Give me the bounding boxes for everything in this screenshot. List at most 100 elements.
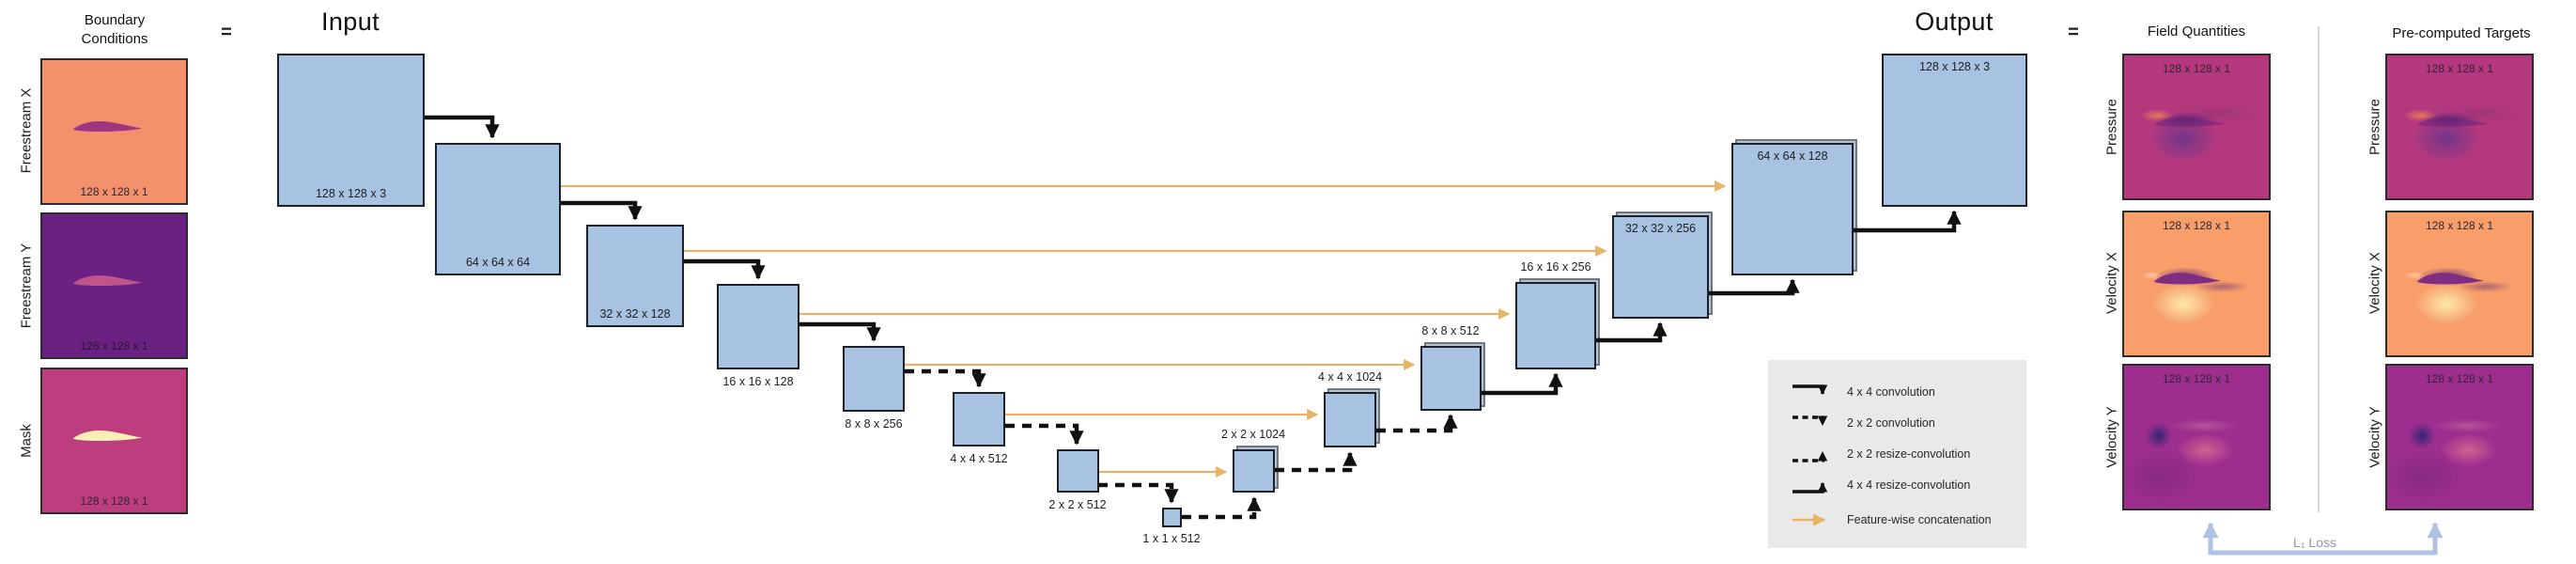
resize-arrow-1-2 xyxy=(1182,496,1262,520)
freestream-x-size: 128 x 128 x 1 xyxy=(80,185,148,198)
pressure-field-size: 128 x 128 x 1 xyxy=(2162,62,2231,75)
velocity-x-field-size: 128 x 128 x 1 xyxy=(2162,219,2231,232)
resize-arrow-2-4 xyxy=(1275,451,1358,473)
unet-box-dec-32: 32 x 32 x 256 xyxy=(1612,215,1709,319)
unet-box-dec-16 xyxy=(1515,282,1596,369)
airfoil-shape xyxy=(2153,273,2221,285)
mask-image: 128 x 128 x 1 xyxy=(40,368,188,514)
conv-arrow-16-8 xyxy=(799,321,881,342)
legend-item-2x2-convolution: 2 x 2 convolution xyxy=(1787,407,2026,438)
orange-arrow-icon xyxy=(1792,512,1826,526)
unet-box-label: 32 x 32 x 256 xyxy=(1624,222,1697,235)
airfoil-shape xyxy=(2418,117,2489,128)
equals-right: = xyxy=(2068,22,2079,43)
boundary-title-line2: Conditions xyxy=(81,31,148,47)
legend-item-4x4-convolution: 4 x 4 convolution xyxy=(1787,376,2026,407)
pressure-target-image: 128 x 128 x 1 xyxy=(2385,54,2534,200)
unet-box-enc-4 xyxy=(953,392,1005,446)
unet-box-label: 64 x 64 x 128 xyxy=(1757,149,1828,163)
row-label-velocity-y-target: Velocity Y xyxy=(2367,406,2383,468)
resize-arrow-64-output xyxy=(1854,210,1962,233)
airfoil-shape xyxy=(2155,117,2226,128)
unet-box-dec-4 xyxy=(1324,392,1376,447)
freestream-y-size: 128 x 128 x 1 xyxy=(80,339,148,352)
dashed-up-arrow-icon xyxy=(1792,450,1828,462)
pressure-field-image: 128 x 128 x 1 xyxy=(2122,54,2271,200)
row-label-velocity-x: Velocity X xyxy=(2103,252,2120,314)
unet-box-input: 128 x 128 x 3 xyxy=(277,54,425,207)
velocity-y-target-size: 128 x 128 x 1 xyxy=(2425,372,2494,385)
unet-box-enc-32: 32 x 32 x 128 xyxy=(586,225,684,327)
conv-arrow-64-32 xyxy=(561,200,643,221)
row-label-velocity-y: Velocity Y xyxy=(2103,406,2120,468)
airfoil-shape xyxy=(72,121,143,133)
solid-down-arrow-icon xyxy=(1792,384,1828,395)
airfoil-shape xyxy=(72,431,143,442)
unet-box-label: 16 x 16 x 128 xyxy=(722,375,794,388)
unet-box-label: 4 x 4 x 512 xyxy=(950,452,1008,465)
unet-box-enc-8 xyxy=(843,346,905,412)
unet-box-label: 128 x 128 x 3 xyxy=(1918,60,1991,73)
velocity-x-target-image: 128 x 128 x 1 xyxy=(2385,211,2534,357)
conv-arrow-2-1 xyxy=(1098,482,1179,504)
row-label-freestream-y: Freestream Y xyxy=(18,243,35,329)
unet-box-label: 128 x 128 x 3 xyxy=(315,187,387,200)
row-label-pressure: Pressure xyxy=(2103,98,2120,156)
unet-box-enc-16 xyxy=(717,284,799,369)
solid-up-arrow-icon xyxy=(1792,481,1828,494)
velocity-x-target-size: 128 x 128 x 1 xyxy=(2425,219,2494,232)
freestream-y-image: 128 x 128 x 1 xyxy=(40,212,188,359)
legend-label: 2 x 2 resize-convolution xyxy=(1847,446,1971,461)
legend-label: 2 x 2 convolution xyxy=(1847,415,1935,430)
resize-arrow-32-64 xyxy=(1709,278,1800,296)
unet-box-label: 64 x 64 x 64 xyxy=(465,256,531,269)
legend-item-4x4-resize-convolution: 4 x 4 resize-convolution xyxy=(1787,469,2026,500)
conv-arrow-8-4 xyxy=(905,368,986,388)
boundary-title-line1: Boundary xyxy=(84,12,146,28)
unet-box-dec-64: 64 x 64 x 128 xyxy=(1731,143,1854,275)
unet-box-enc-64: 64 x 64 x 64 xyxy=(435,143,561,275)
boundary-conditions-title: Boundary Conditions xyxy=(82,11,148,49)
unet-box-label: 1 x 1 x 512 xyxy=(1142,532,1201,545)
conv-arrow-input-64 xyxy=(425,115,500,139)
conv-2x2-arrows xyxy=(905,368,1179,504)
field-quantities-title: Field Quantities xyxy=(2147,24,2246,39)
resize-arrow-16-32 xyxy=(1596,321,1668,343)
row-label-velocity-x-target: Velocity X xyxy=(2367,252,2383,314)
legend-label: 4 x 4 resize-convolution xyxy=(1847,478,1971,492)
legend-item-feature-concatenation: Feature-wise concatenation xyxy=(1787,504,2026,535)
airfoil-shape xyxy=(72,275,143,287)
unet-box-label: 8 x 8 x 512 xyxy=(1421,324,1480,337)
unet-box-label: 4 x 4 x 1024 xyxy=(1317,370,1383,384)
conv-arrow-32-16 xyxy=(684,258,766,280)
mask-size: 128 x 128 x 1 xyxy=(80,494,148,508)
velocity-y-field-image: 128 x 128 x 1 xyxy=(2122,364,2271,510)
legend-label: 4 x 4 convolution xyxy=(1847,384,1935,399)
legend: 4 x 4 convolution 2 x 2 convolution 2 x … xyxy=(1768,360,2026,548)
freestream-x-image: 128 x 128 x 1 xyxy=(40,58,188,205)
row-label-mask: Mask xyxy=(18,424,35,458)
precomputed-targets-title: Pre-computed Targets xyxy=(2392,25,2531,41)
unet-box-dec-2 xyxy=(1233,449,1275,493)
legend-label: Feature-wise concatenation xyxy=(1847,512,1992,526)
unet-box-label: 32 x 32 x 128 xyxy=(599,307,671,321)
velocity-y-field-size: 128 x 128 x 1 xyxy=(2162,372,2231,385)
pressure-target-size: 128 x 128 x 1 xyxy=(2425,62,2494,75)
unet-box-label: 2 x 2 x 512 xyxy=(1048,498,1107,511)
dashed-down-arrow-icon xyxy=(1792,415,1828,426)
conv-arrow-4-2 xyxy=(1005,423,1084,446)
l1-loss-label: L₁ Loss xyxy=(2293,535,2336,550)
unet-box-bottleneck xyxy=(1162,508,1182,527)
input-title: Input xyxy=(320,8,380,36)
airfoil-shape xyxy=(2416,273,2484,285)
legend-item-2x2-resize-convolution: 2 x 2 resize-convolution xyxy=(1787,438,2026,469)
velocity-y-target-image: 128 x 128 x 1 xyxy=(2385,364,2534,510)
output-title: Output xyxy=(1915,8,1994,36)
row-label-pressure-target: Pressure xyxy=(2367,98,2383,156)
unet-box-enc-2 xyxy=(1057,449,1099,493)
velocity-x-field-image: 128 x 128 x 1 xyxy=(2122,211,2271,357)
unet-box-label: 2 x 2 x 1024 xyxy=(1220,428,1286,441)
unet-box-output: 128 x 128 x 3 xyxy=(1882,54,2027,207)
equals-left: = xyxy=(221,22,232,43)
